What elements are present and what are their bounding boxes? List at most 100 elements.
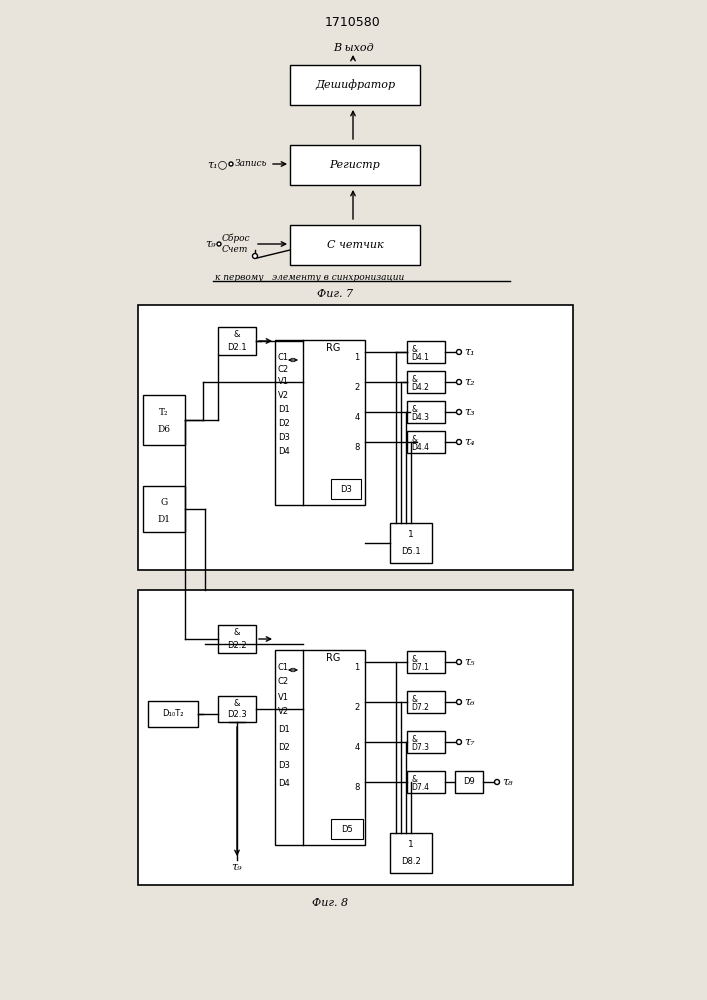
Bar	[148, 701, 198, 727]
Text: D4: D4	[278, 780, 290, 788]
Text: G: G	[160, 498, 168, 507]
Text: D2.1: D2.1	[227, 343, 247, 352]
Bar	[218, 696, 256, 722]
Bar	[275, 340, 365, 505]
Text: D2: D2	[278, 420, 290, 428]
Bar	[138, 305, 573, 570]
Text: D4: D4	[278, 448, 290, 456]
Bar	[407, 371, 445, 393]
Text: C1: C1	[278, 664, 289, 672]
Circle shape	[494, 780, 500, 784]
Circle shape	[217, 242, 221, 246]
Bar	[218, 327, 256, 355]
Text: C1: C1	[278, 354, 289, 362]
Bar	[290, 65, 420, 105]
Text: τ₄: τ₄	[464, 437, 474, 447]
Text: Запись: Запись	[235, 159, 267, 168]
Text: τ₇: τ₇	[464, 737, 474, 747]
Text: D4.2: D4.2	[411, 383, 429, 392]
Text: D7.1: D7.1	[411, 664, 429, 672]
Circle shape	[457, 410, 462, 414]
Bar	[407, 691, 445, 713]
Text: V2: V2	[278, 708, 289, 716]
Bar	[331, 479, 361, 499]
Text: 8: 8	[354, 784, 360, 792]
Circle shape	[457, 379, 462, 384]
Text: RG: RG	[326, 343, 340, 353]
Text: D7.4: D7.4	[411, 784, 429, 792]
Text: 4: 4	[354, 414, 360, 422]
Circle shape	[457, 740, 462, 744]
Text: D1: D1	[278, 726, 290, 734]
Text: τ₉: τ₉	[205, 239, 216, 249]
Text: V1: V1	[278, 377, 289, 386]
Text: V2: V2	[278, 390, 289, 399]
Text: τ₈: τ₈	[502, 777, 513, 787]
Bar	[407, 401, 445, 423]
Text: D4.4: D4.4	[411, 444, 429, 452]
Text: RG: RG	[326, 653, 340, 663]
Text: C2: C2	[278, 678, 289, 686]
Text: D6: D6	[158, 426, 170, 434]
Text: D9: D9	[463, 778, 475, 786]
Text: τ₅: τ₅	[464, 657, 474, 667]
Bar	[407, 731, 445, 753]
Bar	[455, 771, 483, 793]
Text: D2: D2	[278, 744, 290, 752]
Text: &: &	[234, 699, 240, 708]
Text: τ₂: τ₂	[464, 377, 474, 387]
Text: τ₁: τ₁	[464, 347, 474, 357]
Bar	[331, 819, 363, 839]
Text: D3: D3	[278, 434, 290, 442]
Bar	[138, 590, 573, 885]
Text: τ₆: τ₆	[464, 697, 474, 707]
Bar	[275, 650, 365, 845]
Text: &: &	[411, 654, 417, 664]
Text: 1710580: 1710580	[325, 15, 381, 28]
Text: &: &	[411, 774, 417, 784]
Bar	[390, 523, 432, 563]
Text: D8.2: D8.2	[401, 856, 421, 865]
Text: D5.1: D5.1	[401, 546, 421, 556]
Text: τ₃: τ₃	[464, 407, 474, 417]
Text: D2.2: D2.2	[227, 641, 247, 650]
Text: 1: 1	[408, 840, 414, 849]
Text: D7.2: D7.2	[411, 704, 429, 712]
Text: D2.3: D2.3	[227, 710, 247, 719]
Bar	[218, 625, 256, 653]
Text: &: &	[411, 344, 417, 354]
Text: Дешифратор: Дешифратор	[315, 80, 395, 90]
Text: 2: 2	[354, 704, 360, 712]
Bar	[290, 145, 420, 185]
Text: 1: 1	[408, 530, 414, 539]
Bar	[390, 833, 432, 873]
Text: D3: D3	[278, 762, 290, 770]
Text: Регистр: Регистр	[329, 160, 380, 170]
Text: Фиг. 8: Фиг. 8	[312, 898, 348, 908]
Circle shape	[457, 350, 462, 355]
Text: D7.3: D7.3	[411, 744, 429, 752]
Text: V1: V1	[278, 692, 289, 702]
Text: τ₁○: τ₁○	[208, 159, 228, 169]
Text: к первому   элементу в синхронизации: к первому элементу в синхронизации	[215, 273, 404, 282]
Text: 8: 8	[354, 444, 360, 452]
Text: &: &	[234, 330, 240, 339]
Text: D1: D1	[278, 406, 290, 414]
Bar	[290, 225, 420, 265]
Bar	[143, 486, 185, 532]
Text: 4: 4	[354, 744, 360, 752]
Text: 1: 1	[354, 664, 360, 672]
Text: &: &	[411, 404, 417, 414]
Text: 2: 2	[354, 383, 360, 392]
Bar	[407, 651, 445, 673]
Text: 1: 1	[354, 354, 360, 362]
Text: T₂: T₂	[159, 408, 169, 417]
Text: D4.3: D4.3	[411, 414, 429, 422]
Circle shape	[229, 162, 233, 166]
Bar	[407, 341, 445, 363]
Text: &: &	[411, 434, 417, 444]
Text: &: &	[411, 694, 417, 704]
Text: D5: D5	[341, 824, 353, 834]
Bar	[407, 431, 445, 453]
Text: C2: C2	[278, 365, 289, 374]
